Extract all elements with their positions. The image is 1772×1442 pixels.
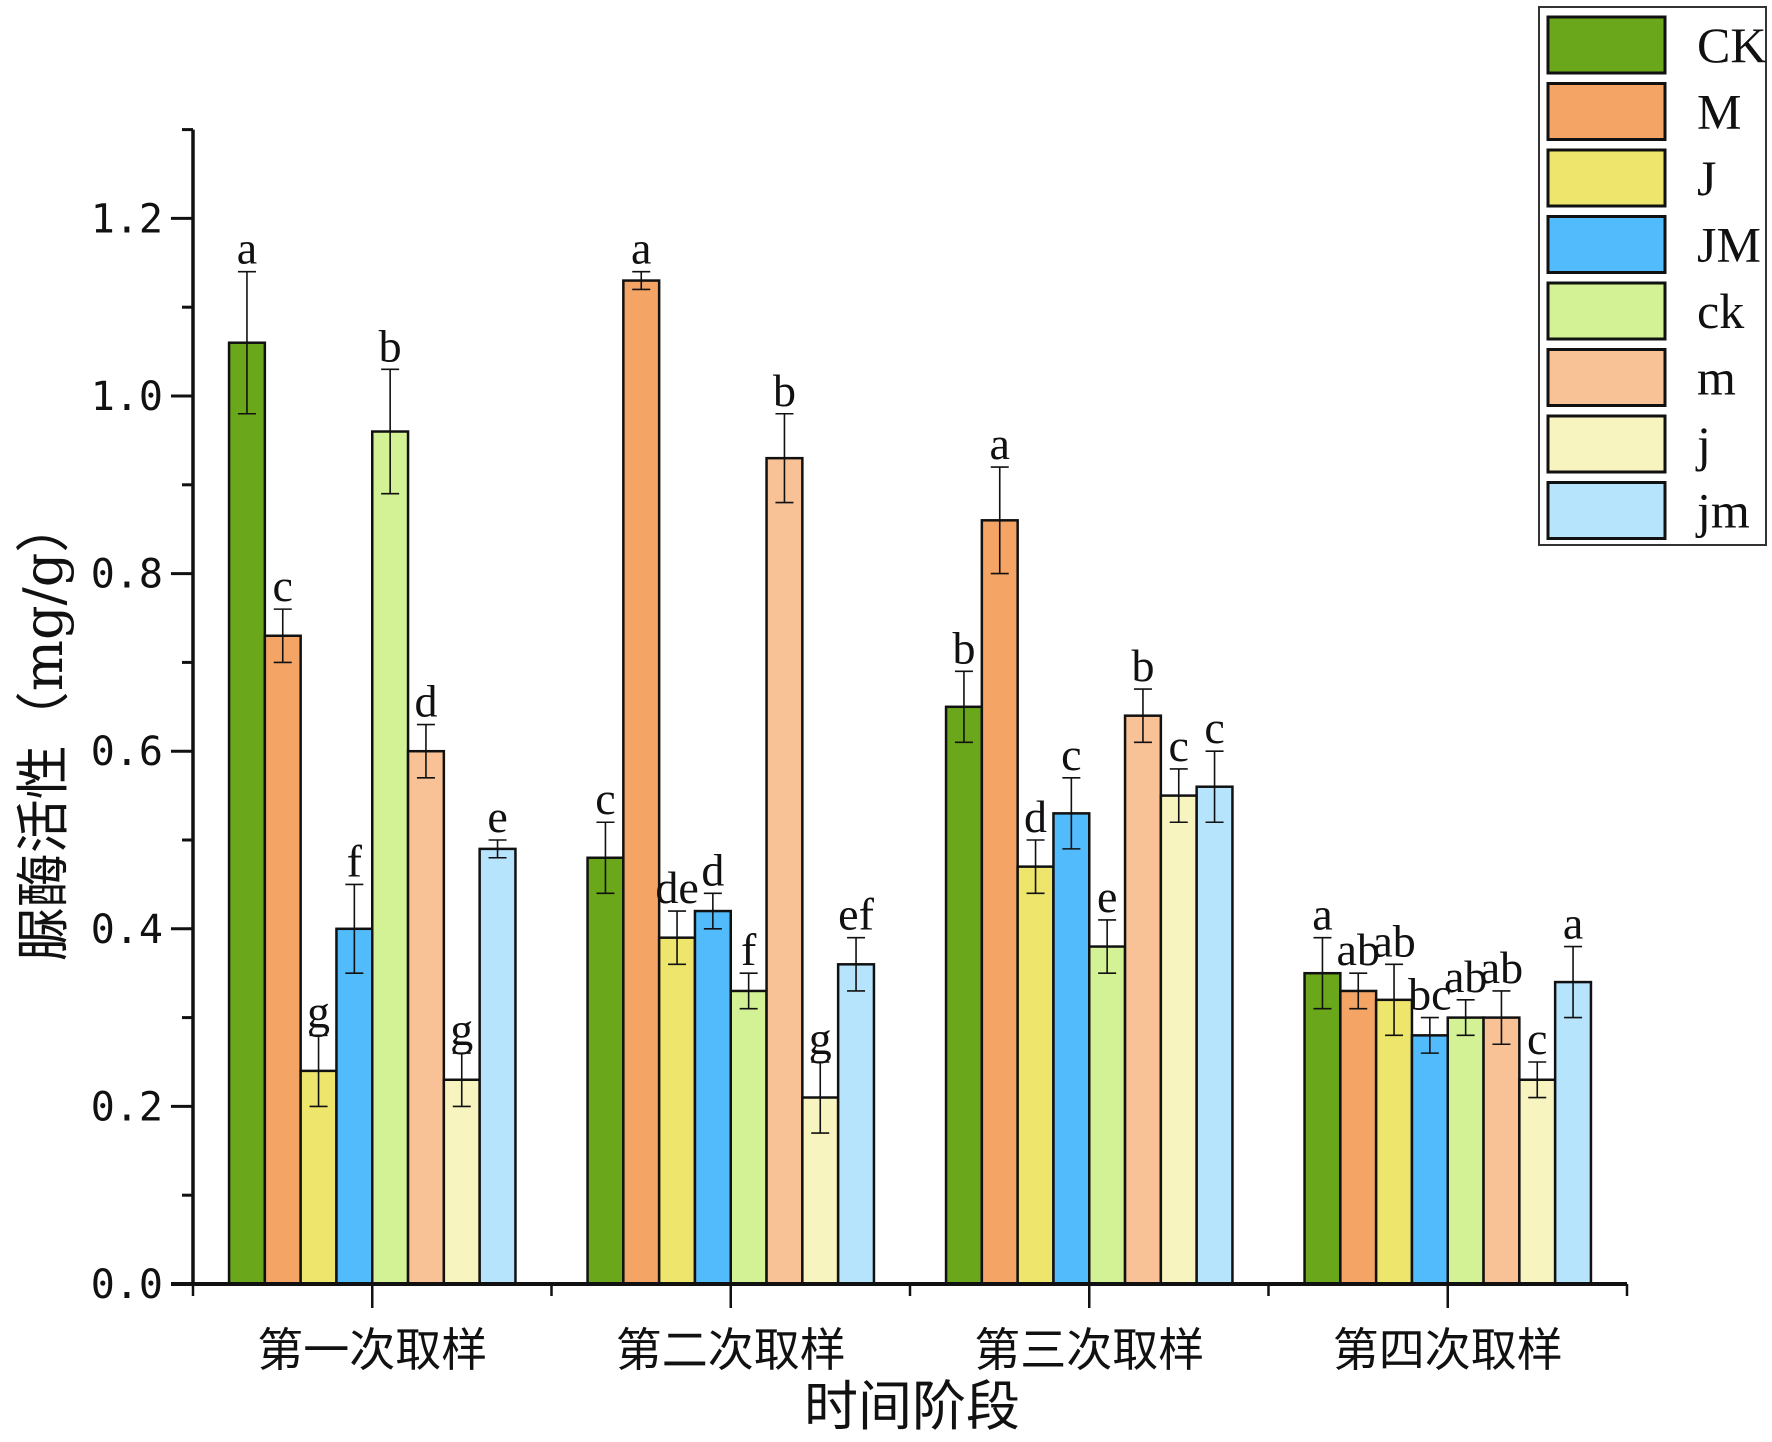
axes-layer: 第一次取样 第二次取样 第三次取样 第四次取样 0.0 0.2 0.4 0.6 0.8 1.0 1.…	[91, 128, 1629, 1377]
x-tick-label: 第四次取样	[1333, 1323, 1563, 1377]
legend-label: jm	[1695, 483, 1750, 539]
x-tick-label: 第三次取样	[974, 1323, 1204, 1377]
significance-letter: c	[273, 560, 293, 611]
bar-jm-2	[836, 963, 876, 1286]
significance-letter: e	[487, 791, 507, 842]
significance-letter: g	[307, 986, 330, 1037]
legend-swatch-JM	[1546, 215, 1667, 274]
significance-letter: d	[414, 676, 437, 727]
y-tick-label: 0.6	[91, 729, 163, 775]
legend-swatch-M	[1546, 82, 1667, 141]
bar-m-3	[1123, 714, 1163, 1286]
legend-label: m	[1697, 350, 1736, 406]
legend-label: CK	[1697, 17, 1766, 73]
bar-CK-2	[586, 856, 625, 1286]
significance-letter: a	[1312, 889, 1332, 940]
significance-letter: ab	[1337, 924, 1380, 975]
bar-m-4	[1482, 1016, 1521, 1286]
bar-J-2	[657, 936, 697, 1286]
significance-letter: bc	[1408, 969, 1451, 1020]
bar-ck-1	[371, 430, 410, 1286]
significance-letter: b	[379, 320, 402, 371]
legend-swatch-jm	[1546, 481, 1667, 540]
bar-JM-2	[693, 909, 733, 1286]
bar-ck-4	[1446, 1016, 1485, 1286]
legend-swatch-J	[1546, 148, 1667, 208]
significance-letter: a	[237, 223, 257, 274]
bar-j-3	[1159, 794, 1198, 1286]
significance-letter: ab	[1372, 915, 1415, 966]
significance-letter: ef	[838, 889, 874, 940]
significance-letter: e	[1097, 871, 1117, 922]
bar-J-3	[1016, 865, 1055, 1286]
legend-label: ck	[1697, 283, 1744, 339]
bar-jm-1	[478, 847, 517, 1286]
bar-M-1	[263, 634, 302, 1286]
x-axis-label: 时间阶段	[804, 1375, 1020, 1438]
significance-letter: f	[741, 924, 757, 975]
bar-M-4	[1339, 989, 1378, 1286]
bar-j-1	[442, 1078, 481, 1286]
y-tick-label: 0.8	[91, 552, 163, 598]
bar-M-2	[622, 279, 661, 1286]
legend-swatch-ck	[1546, 281, 1667, 341]
bar-CK-4	[1303, 971, 1342, 1286]
bar-m-1	[406, 749, 446, 1286]
bar-j-4	[1518, 1078, 1557, 1286]
significance-letter: g	[450, 1004, 473, 1055]
legend-label: M	[1697, 84, 1741, 140]
legend-swatch-j	[1546, 414, 1667, 474]
significance-letter: f	[347, 835, 363, 886]
y-axis-label: 脲酶活性（mg/g）	[12, 499, 75, 962]
bar-ck-2	[729, 989, 768, 1286]
legend-label: JM	[1697, 217, 1761, 273]
bar-JM-1	[335, 927, 374, 1286]
significance-letter: ab	[1444, 951, 1487, 1002]
significance-letter: c	[1204, 702, 1224, 753]
significance-letter: c	[1061, 729, 1081, 780]
legend-label: J	[1697, 150, 1716, 206]
bar-m-2	[765, 456, 804, 1286]
significance-letter: b	[952, 622, 975, 673]
y-tick-label: 0.0	[91, 1262, 163, 1308]
bar-M-3	[980, 519, 1019, 1286]
legend-label: j	[1695, 416, 1711, 472]
bar-CK-3	[944, 705, 984, 1286]
significance-letter: a	[631, 223, 651, 274]
significance-letter: d	[701, 844, 724, 895]
significance-letter: a	[990, 418, 1010, 469]
x-tick-label: 第一次取样	[257, 1323, 487, 1377]
y-tick-label: 0.2	[91, 1084, 163, 1130]
significance-letter: b	[1131, 640, 1154, 691]
significance-letter: d	[1024, 791, 1047, 842]
bar-jm-3	[1195, 785, 1234, 1286]
significance-letter: b	[773, 365, 796, 416]
legend-swatch-m	[1546, 348, 1667, 407]
bar-CK-1	[227, 341, 267, 1286]
significance-letter: c	[1169, 720, 1189, 771]
significance-letter: a	[1563, 898, 1583, 949]
significance-letter: ab	[1480, 942, 1523, 993]
bar-JM-3	[1052, 812, 1091, 1286]
significance-letter: c	[595, 773, 615, 824]
bar-J-4	[1374, 998, 1414, 1286]
y-tick-label: 1.0	[91, 374, 163, 420]
legend-swatch-CK	[1546, 15, 1667, 75]
y-tick-label: 1.2	[91, 196, 163, 242]
bar-jm-4	[1553, 980, 1593, 1286]
y-tick-label: 0.4	[91, 907, 163, 953]
significance-letter: g	[809, 1013, 832, 1064]
legend: CK MJ JM ck mj jm	[1538, 6, 1767, 546]
x-tick-label: 第二次取样	[616, 1323, 846, 1377]
significance-letter: c	[1527, 1013, 1547, 1064]
bar-JM-4	[1410, 1034, 1449, 1286]
bar-ck-3	[1088, 945, 1127, 1286]
significance-letter: de	[655, 862, 698, 913]
